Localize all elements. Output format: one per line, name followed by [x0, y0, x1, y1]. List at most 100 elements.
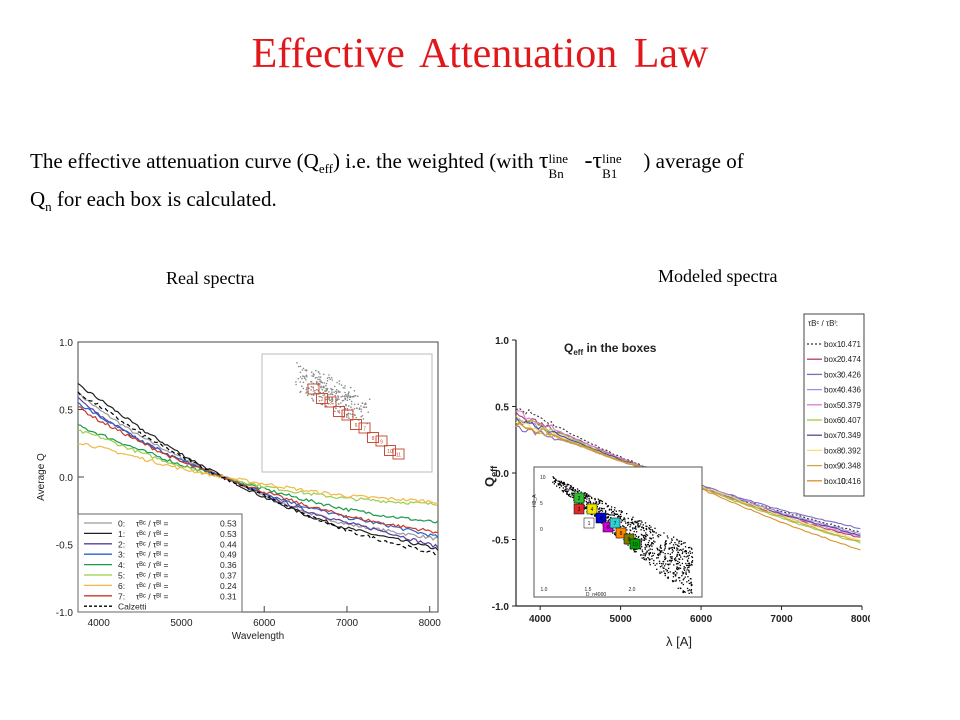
inset-point: [635, 535, 637, 537]
inset-point: [597, 503, 599, 505]
inset-point: [323, 385, 325, 388]
inset-point: [687, 590, 689, 592]
inset-point: [631, 519, 633, 521]
inset-box-label: 1: [312, 388, 315, 394]
inset-point: [659, 534, 662, 536]
inset-point: [665, 557, 667, 559]
inset-x-axis-label: D_n4000: [586, 592, 607, 598]
inset-point: [646, 534, 649, 536]
legend-entry-tau-ratio: τᴮᶜ / τᴮˡ =: [136, 591, 169, 601]
inset-point: [305, 392, 307, 394]
y-tick-label: 0.5: [495, 403, 509, 414]
inset-point: [665, 543, 667, 545]
inset-point: [678, 561, 681, 564]
inset-point: [318, 376, 320, 378]
legend-entry-value: 0.53: [220, 529, 237, 539]
inset-point: [684, 591, 686, 593]
legend-entry-tau-ratio: τᴮᶜ / τᴮˡ =: [136, 539, 169, 549]
inset-box: [307, 383, 320, 395]
inset-box: [350, 419, 362, 430]
inset-point: [365, 406, 368, 408]
inset-box: [358, 422, 371, 434]
inset-point: [590, 496, 593, 498]
inset-point: [588, 501, 590, 503]
legend-entry-name: box7:: [824, 431, 844, 440]
inset-point: [601, 510, 604, 512]
inset-point: [661, 565, 663, 567]
inset-point: [688, 547, 690, 549]
inset-point: [649, 564, 651, 566]
inset-point: [343, 395, 346, 398]
inset-point: [689, 550, 691, 552]
inset-point: [589, 495, 591, 497]
inset-point: [667, 571, 669, 574]
inset-point: [642, 554, 644, 556]
inset-point: [691, 592, 693, 594]
inset-point: [657, 557, 659, 559]
inset-point: [610, 508, 613, 510]
inset-point: [569, 493, 571, 495]
inset-point: [574, 491, 576, 493]
inset-point: [328, 393, 330, 396]
inset-point: [589, 501, 591, 504]
inset-point: [676, 555, 678, 557]
inset-point: [571, 489, 573, 492]
inset-point: [673, 573, 675, 575]
inset-point: [321, 403, 324, 406]
inset-point: [678, 568, 680, 570]
inset-point: [299, 376, 302, 378]
inset-point: [663, 565, 666, 567]
inset-point: [329, 399, 331, 401]
inset-point: [657, 553, 659, 555]
inset-point: [687, 557, 690, 559]
inset-point: [631, 521, 634, 523]
inset-point: [345, 416, 348, 418]
inset-point: [669, 553, 671, 555]
inset-point: [618, 510, 620, 512]
inset-point: [659, 572, 661, 574]
inset-point: [621, 511, 623, 513]
inset-point: [690, 584, 692, 587]
inset-point: [319, 373, 321, 375]
inset-point: [345, 413, 348, 416]
inset-point: [320, 395, 322, 398]
inset-point: [675, 580, 677, 582]
inset-point: [659, 546, 661, 548]
inset-point: [648, 549, 650, 551]
inset-point: [634, 527, 636, 529]
inset-point: [640, 542, 642, 544]
legend-entry-value: 0.24: [220, 581, 237, 591]
inset-point: [321, 388, 324, 391]
inset-point: [598, 511, 600, 514]
inset-point: [320, 385, 323, 388]
y-axis-label: Average Q: [36, 453, 47, 501]
inset-point: [646, 550, 648, 552]
inset-box: [341, 409, 354, 421]
inset-point: [617, 515, 620, 517]
inset-point: [619, 517, 622, 519]
series-line: [77, 391, 439, 556]
inset-point: [691, 556, 694, 559]
inset-point: [611, 511, 614, 513]
inset-point: [614, 533, 616, 536]
inset-point: [326, 388, 329, 390]
inset-point: [669, 556, 672, 558]
inset-point: [627, 544, 629, 546]
inset-point: [345, 393, 347, 396]
inset-y-tick-label: 0: [540, 527, 543, 533]
inset-point: [555, 479, 557, 481]
inset-point: [644, 546, 646, 549]
inset-point: [633, 530, 635, 533]
inset-point: [645, 552, 647, 554]
inset-point: [676, 544, 679, 546]
inset-point: [614, 507, 616, 509]
inset-point: [626, 513, 628, 515]
inset-point: [328, 374, 330, 376]
caption-modeled-spectra: Modeled spectra: [658, 266, 778, 286]
inset-point: [305, 374, 308, 377]
y-tick-label: 0.5: [59, 406, 73, 417]
inset-point: [636, 522, 639, 524]
legend-entry-value: 0.474: [841, 355, 862, 364]
inset-point: [690, 563, 693, 565]
inset-point: [678, 545, 680, 547]
